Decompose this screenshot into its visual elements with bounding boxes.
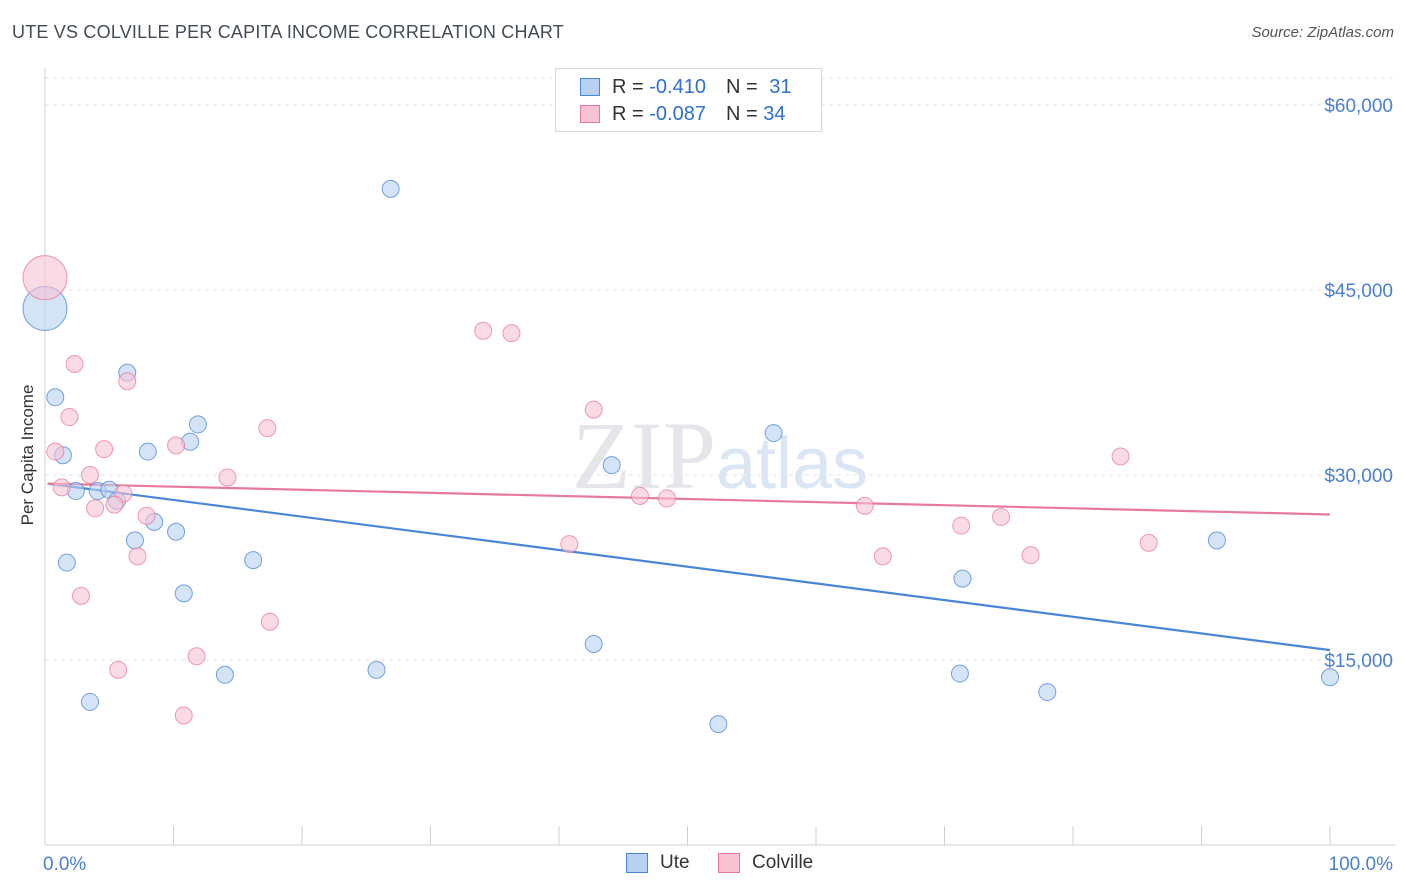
point-colville xyxy=(95,440,114,459)
point-ute xyxy=(709,715,728,734)
point-colville xyxy=(174,706,193,725)
legend-r-label: R = xyxy=(612,75,650,98)
grid-layer xyxy=(45,77,1395,661)
label-layer: $15,000 $30,000 $45,000 $60,000 0.0% 100.0% xyxy=(43,96,1393,875)
point-colville xyxy=(60,408,79,427)
point-ute xyxy=(215,665,234,684)
point-ute xyxy=(1207,531,1226,550)
y-tick-label: $30,000 xyxy=(1324,466,1393,487)
y-tick-label: $15,000 xyxy=(1324,651,1393,672)
point-colville xyxy=(1021,546,1040,565)
point-colville xyxy=(80,466,99,484)
point-colville xyxy=(128,547,147,566)
source-label: Source: ZipAtlas.com xyxy=(1251,24,1394,41)
point-ute xyxy=(188,415,207,434)
point-colville xyxy=(992,507,1011,526)
legend-n-value: 31 xyxy=(769,75,792,98)
point-ute xyxy=(174,584,193,603)
chart-title: UTE VS COLVILLE PER CAPITA INCOME CORREL… xyxy=(12,22,564,42)
point-colville xyxy=(167,436,186,455)
point-ute xyxy=(1038,683,1057,702)
point-colville xyxy=(218,468,237,487)
point-ute xyxy=(46,388,65,407)
point-colville xyxy=(86,499,105,518)
point-layer xyxy=(22,179,1339,734)
series-legend-colville[interactable]: Colville xyxy=(718,852,813,874)
axis-layer xyxy=(44,68,1395,846)
point-colville xyxy=(1111,447,1130,466)
trend-line-colville xyxy=(47,482,1331,516)
point-colville xyxy=(109,660,128,679)
point-ute xyxy=(1321,668,1339,687)
trend-line-ute xyxy=(47,482,1331,652)
point-colville xyxy=(71,586,90,605)
point-colville xyxy=(560,535,579,554)
point-ute xyxy=(953,569,972,588)
point-ute xyxy=(244,551,263,570)
point-colville xyxy=(873,547,892,566)
point-colville xyxy=(105,495,124,514)
point-colville xyxy=(46,442,65,461)
point-ute xyxy=(167,522,186,541)
x-tick-label-start: 0.0% xyxy=(43,854,86,875)
point-ute xyxy=(381,179,400,198)
legend-row-ute: R = -0.410 N = 31 xyxy=(580,75,791,99)
point-colville xyxy=(657,489,676,508)
legend-row-colville: R = -0.087 N = 34 xyxy=(580,102,785,126)
point-ute xyxy=(950,664,969,683)
point-colville xyxy=(187,647,206,666)
point-colville xyxy=(137,506,156,525)
point-colville xyxy=(855,496,874,515)
series-legend-ute[interactable]: Ute xyxy=(626,852,690,874)
series-label-colville: Colville xyxy=(752,852,814,873)
point-colville xyxy=(118,372,137,391)
point-colville xyxy=(502,324,521,343)
legend-n-label: N = xyxy=(725,102,764,125)
legend-r-label: R = xyxy=(612,102,650,125)
watermark: ZIPatlas xyxy=(572,402,868,509)
y-axis-title: Per Capita Income xyxy=(18,385,37,526)
point-ute xyxy=(584,634,603,653)
point-ute xyxy=(602,456,621,475)
point-colville xyxy=(474,321,493,340)
legend-r-value: -0.087 xyxy=(649,102,706,125)
point-colville xyxy=(52,478,71,497)
point-ute xyxy=(80,692,99,711)
point-ute xyxy=(125,531,144,550)
y-tick-label: $45,000 xyxy=(1324,281,1393,302)
legend-swatch-ute xyxy=(580,78,600,96)
point-ute xyxy=(367,660,386,679)
point-ute xyxy=(138,442,157,461)
point-colville xyxy=(22,255,68,301)
point-colville xyxy=(952,516,971,535)
legend-n-label: N = xyxy=(725,75,764,98)
series-swatch-colville xyxy=(718,853,740,873)
point-colville xyxy=(258,419,277,438)
legend-swatch-colville xyxy=(580,105,600,123)
x-tick-label-end: 100.0% xyxy=(1329,854,1394,875)
series-legend: Ute Colville xyxy=(0,852,1406,878)
series-label-ute: Ute xyxy=(660,852,690,873)
point-ute xyxy=(764,424,783,443)
legend-n-value: 34 xyxy=(763,102,786,125)
point-colville xyxy=(584,400,603,419)
point-colville xyxy=(1139,533,1158,552)
stats-legend: R = -0.410 N = 31 R = -0.087 N = 34 xyxy=(555,68,822,132)
point-colville xyxy=(260,612,279,631)
point-colville xyxy=(65,355,84,373)
legend-r-value: -0.410 xyxy=(649,75,706,98)
series-swatch-ute xyxy=(626,853,648,873)
trend-layer xyxy=(47,482,1331,652)
point-ute xyxy=(57,553,76,572)
point-colville xyxy=(630,486,649,505)
y-tick-label: $60,000 xyxy=(1324,96,1393,117)
